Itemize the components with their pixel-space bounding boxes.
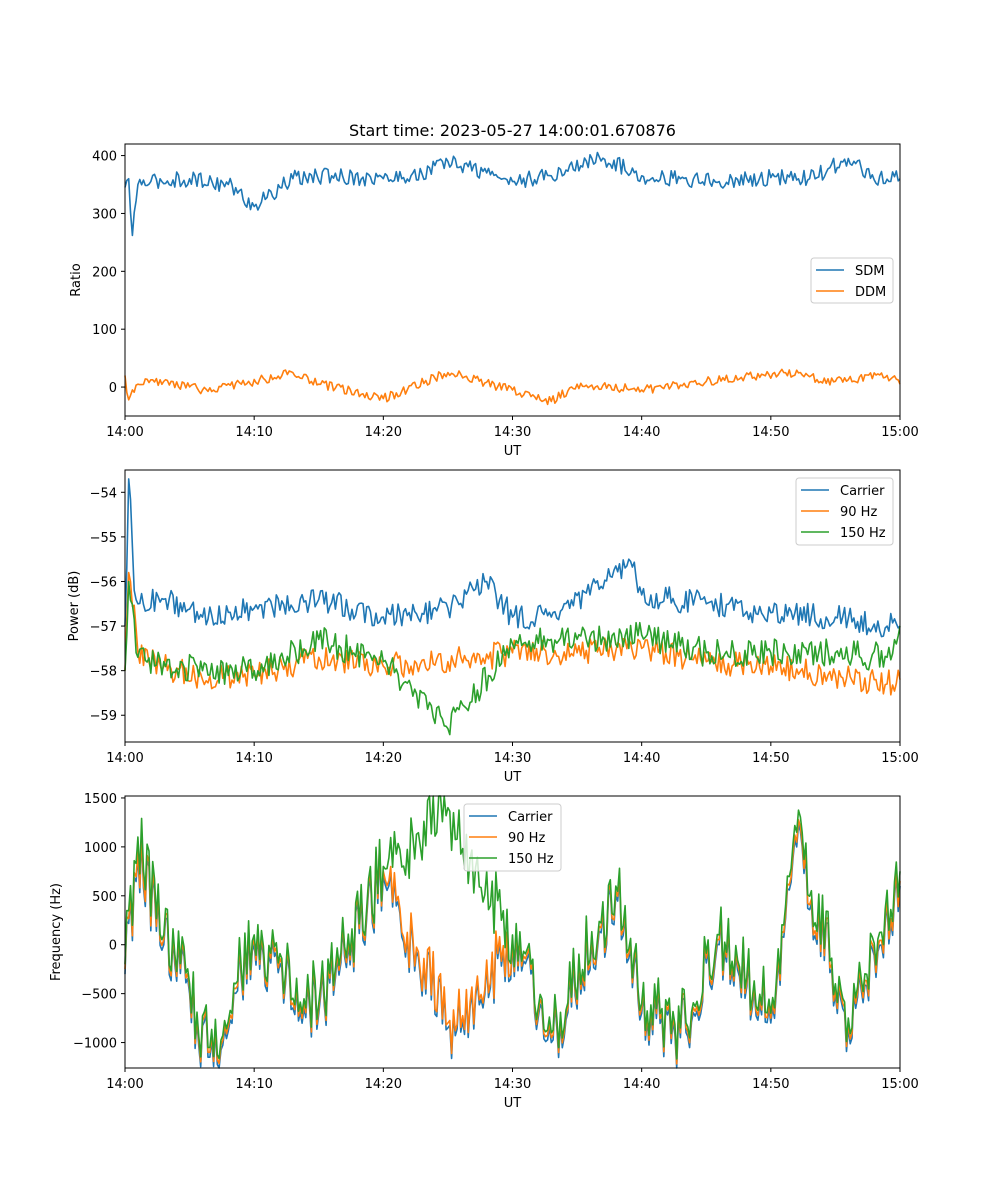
y-tick-label: 0 [109,381,117,396]
series-line-carrier [124,478,901,638]
legend-entry: 90 Hz [508,831,545,846]
y-tick-label: 400 [92,150,117,165]
x-tick-label: 14:50 [752,425,789,440]
legend-entry: Carrier [840,484,885,499]
y-tick-label: −500 [81,988,117,1003]
y-axis-label: Ratio [69,263,84,296]
y-axis-label: Frequency (Hz) [49,883,64,981]
x-axis-label: UT [504,1096,522,1111]
legend-entry: DDM [855,285,886,300]
x-tick-label: 14:30 [494,425,531,440]
x-tick-label: 14:00 [106,1077,143,1092]
legend-entry: 150 Hz [508,852,554,867]
y-tick-label: −58 [90,665,117,680]
legend-entry: SDM [855,264,884,279]
x-tick-label: 14:30 [494,751,531,766]
plot-frame [124,143,901,417]
y-tick-label: −54 [90,486,117,501]
x-tick-label: 14:40 [623,425,660,440]
x-tick-label: 14:00 [106,425,143,440]
y-tick-label: 500 [92,890,117,905]
x-tick-label: 15:00 [881,1077,918,1092]
plot-frame [124,469,901,743]
x-tick-label: 14:50 [752,1077,789,1092]
figure-title: Start time: 2023-05-27 14:00:01.670876 [349,121,676,140]
x-tick-label: 14:50 [752,751,789,766]
legend-box [795,477,894,546]
x-tick-label: 14:10 [235,1077,272,1092]
x-tick-label: 14:20 [365,1077,402,1092]
x-tick-label: 14:20 [365,425,402,440]
x-tick-label: 14:40 [623,751,660,766]
y-tick-label: 0 [109,939,117,954]
x-tick-label: 14:40 [623,1077,660,1092]
x-tick-label: 14:00 [106,751,143,766]
y-tick-label: −55 [90,531,117,546]
y-tick-label: −1000 [73,1037,117,1052]
x-axis-label: UT [504,444,522,459]
y-tick-label: 1500 [84,792,117,807]
y-tick-label: 200 [92,265,117,280]
y-tick-label: −56 [90,575,117,590]
y-tick-label: 100 [92,323,117,338]
x-tick-label: 14:20 [365,751,402,766]
y-axis-label: Power (dB) [67,571,82,642]
x-tick-label: 14:30 [494,1077,531,1092]
series-line-150-hz [124,580,901,736]
legend-box [463,803,562,872]
y-tick-label: −57 [90,620,117,635]
x-axis-label: UT [504,770,522,785]
x-tick-label: 15:00 [881,425,918,440]
x-tick-label: 15:00 [881,751,918,766]
series-line-150-hz [124,795,901,1060]
x-tick-label: 14:10 [235,425,272,440]
series-line-sdm [124,151,901,237]
series-line-ddm [124,368,901,406]
legend-entry: Carrier [508,810,553,825]
x-tick-label: 14:10 [235,751,272,766]
y-tick-label: 300 [92,207,117,222]
legend-entry: 90 Hz [840,505,877,520]
y-tick-label: −59 [90,709,117,724]
series-line-90-hz [124,571,901,696]
y-tick-label: 1000 [84,841,117,856]
legend-entry: 150 Hz [840,526,886,541]
